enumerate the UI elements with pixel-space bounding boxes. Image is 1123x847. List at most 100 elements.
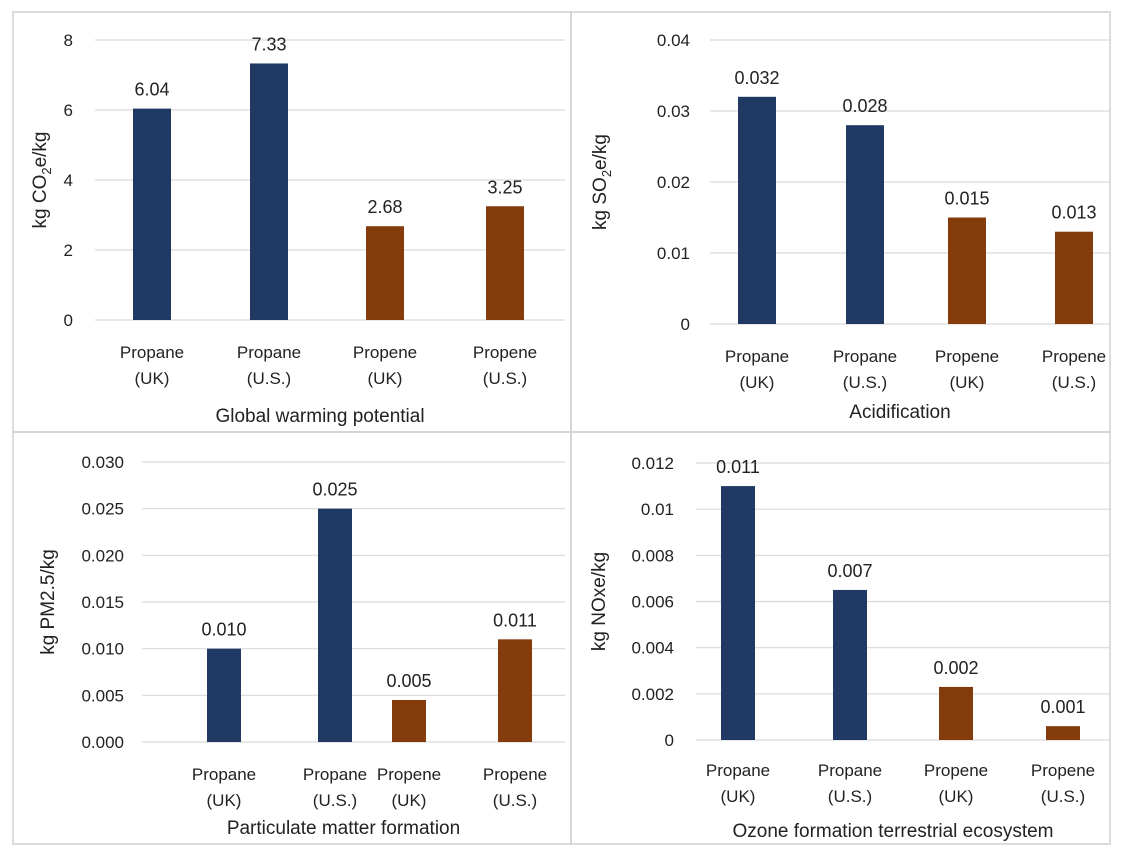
y-tick-label: 8 [64,31,73,50]
y-tick-label: 0 [64,311,73,330]
x-category-label: (UK) [740,373,775,392]
x-category-label: Propane [303,765,367,784]
x-category-label: Propene [924,761,988,780]
x-category-label: Propene [377,765,441,784]
y-tick-label: 0.015 [81,593,124,612]
x-axis-title: Global warming potential [215,406,424,427]
data-label: 3.25 [487,177,522,197]
data-label: 2.68 [367,197,402,217]
y-tick-label: 0.010 [81,640,124,659]
bar [846,125,884,324]
y-tick-label: 0.008 [631,546,674,565]
x-category-label: (UK) [135,369,170,388]
bar [133,108,171,320]
x-category-label: (U.S.) [483,369,527,388]
data-label: 0.028 [842,96,887,116]
x-category-label: (UK) [368,369,403,388]
data-label: 0.005 [386,671,431,691]
data-label: 7.33 [251,34,286,54]
y-tick-label: 0 [681,315,690,334]
y-tick-label: 0.01 [641,500,674,519]
x-category-label: (U.S.) [1052,373,1096,392]
y-tick-label: 0.01 [657,244,690,263]
x-category-label: Propene [1031,761,1095,780]
data-label: 0.011 [493,610,537,630]
data-label: 6.04 [134,80,169,100]
data-label: 0.007 [827,561,872,581]
x-category-label: Propane [192,765,256,784]
bar [207,648,241,742]
x-axis-title: Particulate matter formation [227,818,460,839]
y-axis-title-suffix: e/kg [30,131,51,167]
y-axis-title-text: kg SO [590,177,611,230]
y-axis-title-subscript: 2 [39,167,54,174]
y-tick-label: 0.04 [657,31,690,50]
chart-panel-1: 0 2 4 6 8 6.04 Propane (UK) 7.33 Propane (U.S.) 2.6… [30,31,565,427]
x-category-label: Propane [833,347,897,366]
x-category-label: (U.S.) [313,791,357,810]
bar [1055,231,1093,324]
data-label: 0.015 [944,189,989,209]
chart-panel-4: 0 0.002 0.004 0.006 0.008 0.01 0.012 0.011 Propa… [589,454,1110,842]
x-category-label: (UK) [950,373,985,392]
x-category-label: (U.S.) [1041,787,1085,806]
y-tick-label: 0.005 [81,686,124,705]
y-axis-title: kg NOxe/kg [589,552,610,651]
bar [721,486,755,740]
bar [1046,726,1080,740]
x-category-label: Propane [818,761,882,780]
y-tick-label: 2 [64,241,73,260]
bar [366,226,404,320]
x-category-label: Propene [1042,347,1106,366]
y-axis-title-subscript: 2 [599,170,614,177]
x-category-label: Propane [237,343,301,362]
x-category-label: (U.S.) [843,373,887,392]
bar [250,63,288,320]
x-category-label: (U.S.) [247,369,291,388]
chart-panel-3: 0.000 0.005 0.010 0.015 0.020 0.025 0.030 0.010… [38,453,565,839]
y-axis-title: kg CO2e/kg [30,131,54,228]
x-category-label: (UK) [939,787,974,806]
y-axis-title-text: kg PM2.5/kg [38,549,59,655]
y-tick-label: 4 [64,171,73,190]
y-tick-label: 0 [665,731,674,750]
x-axis-title: Acidification [849,402,950,423]
y-tick-label: 0.020 [81,546,124,565]
bar [948,217,986,324]
data-label: 0.025 [312,480,357,500]
x-category-label: Propane [120,343,184,362]
y-tick-label: 0.025 [81,500,124,519]
x-axis-title: Ozone formation terrestrial ecosystem [732,821,1053,842]
x-category-label: (UK) [207,791,242,810]
data-label: 0.011 [716,457,760,477]
bar [939,686,973,740]
data-label: 0.010 [201,620,246,640]
data-label: 0.032 [734,68,779,88]
y-tick-label: 6 [64,101,73,120]
bar [392,700,426,742]
y-tick-label: 0.02 [657,173,690,192]
x-category-label: Propane [706,761,770,780]
x-category-label: Propene [483,765,547,784]
y-tick-label: 0.004 [631,639,674,658]
bar [833,589,867,740]
bar [738,96,776,324]
data-label: 0.001 [1040,697,1085,717]
y-tick-label: 0.03 [657,102,690,121]
x-category-label: (UK) [721,787,756,806]
chart-panel-2: 0 0.01 0.02 0.03 0.04 0.032 Propane (UK) 0.028 Pr… [590,31,1110,423]
x-category-label: Propene [935,347,999,366]
y-tick-label: 0.012 [631,454,674,473]
bar [498,639,532,742]
data-label: 0.002 [933,658,978,678]
x-category-label: (U.S.) [493,791,537,810]
y-tick-label: 0.002 [631,685,674,704]
y-axis-title-text: kg CO [30,175,51,229]
y-tick-label: 0.000 [81,733,124,752]
x-category-label: (U.S.) [828,787,872,806]
y-tick-label: 0.006 [631,593,674,612]
data-label: 0.013 [1051,203,1096,223]
panel-frame-4 [570,431,1111,845]
